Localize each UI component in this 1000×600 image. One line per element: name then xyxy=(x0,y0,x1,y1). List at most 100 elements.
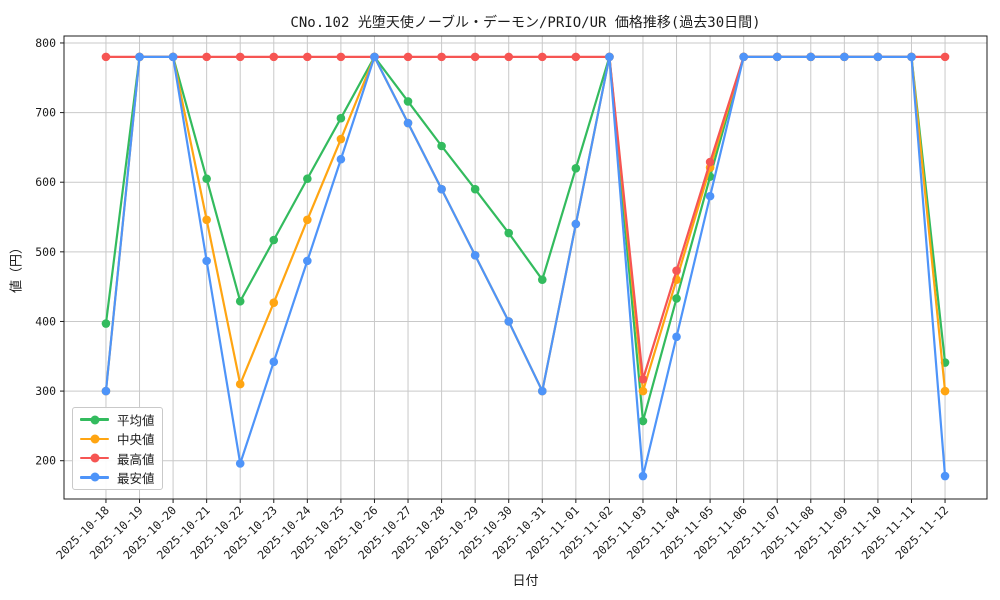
data-point xyxy=(537,275,547,284)
legend-marker-icon xyxy=(80,433,109,444)
data-point xyxy=(101,319,111,328)
data-point xyxy=(806,52,816,62)
legend-item-lowest: 最安値 xyxy=(73,468,162,487)
y-tick-label: 700 xyxy=(35,106,56,120)
data-point xyxy=(672,332,681,342)
data-point xyxy=(571,52,581,62)
data-point xyxy=(940,386,950,396)
data-point xyxy=(370,52,379,62)
series-lowest-line xyxy=(104,55,947,478)
legend: 平均値中央値最高値最安値 xyxy=(72,407,163,490)
series-median xyxy=(101,52,950,396)
legend-label: 最安値 xyxy=(117,470,155,486)
data-point xyxy=(605,52,614,62)
y-tick-label: 200 xyxy=(35,454,56,468)
legend-item-average: 平均値 xyxy=(73,410,162,429)
data-point xyxy=(336,52,346,62)
legend-marker-icon xyxy=(80,453,109,464)
series-median-line xyxy=(104,55,947,393)
data-point xyxy=(504,317,514,326)
data-point xyxy=(168,52,178,62)
data-point xyxy=(437,184,446,194)
data-point xyxy=(705,157,715,167)
chart-title: CNo.102 光堕天使ノーブル・デーモン/PRIO/UR 価格推移(過去30日… xyxy=(290,15,761,31)
y-gridlines xyxy=(64,42,987,462)
data-point xyxy=(235,459,245,468)
y-tick-label: 600 xyxy=(35,175,56,189)
legend-marker-icon xyxy=(80,414,109,425)
data-point xyxy=(470,52,480,62)
data-point xyxy=(571,219,581,229)
y-ticks xyxy=(60,42,64,462)
data-point xyxy=(638,374,648,384)
data-point xyxy=(907,52,916,62)
data-point xyxy=(235,296,245,306)
x-ticks xyxy=(105,499,946,503)
data-point xyxy=(336,154,346,164)
data-point xyxy=(504,228,514,238)
x-axis-title: 日付 xyxy=(512,574,539,589)
data-point xyxy=(772,52,782,62)
y-tick-labels: 200 300 400 500 600 700 800 xyxy=(35,36,56,468)
data-point xyxy=(437,52,446,62)
y-axis-title: 値（円） xyxy=(9,240,25,294)
series-average xyxy=(101,52,950,426)
data-point xyxy=(739,52,748,62)
series-highest xyxy=(101,52,950,384)
y-tick-label: 800 xyxy=(35,36,56,50)
data-point xyxy=(638,471,648,481)
data-point xyxy=(269,235,279,245)
x-tick-labels: 2025-10-182025-10-192025-10-202025-10-21… xyxy=(53,503,951,562)
data-point xyxy=(705,191,715,201)
data-point xyxy=(940,52,950,62)
data-point xyxy=(403,118,413,128)
data-point xyxy=(672,266,681,275)
data-point xyxy=(537,52,547,62)
data-point xyxy=(873,52,883,62)
data-point xyxy=(202,256,211,266)
data-point xyxy=(235,52,245,62)
data-point xyxy=(269,52,279,62)
y-tick-label: 500 xyxy=(35,245,56,259)
data-point xyxy=(202,174,211,184)
data-point xyxy=(336,113,346,123)
data-point xyxy=(269,357,279,367)
data-point xyxy=(135,52,144,62)
data-point xyxy=(840,52,849,62)
data-point xyxy=(303,52,312,62)
data-point xyxy=(269,298,279,307)
legend-marker-icon xyxy=(80,472,109,483)
data-point xyxy=(101,52,111,62)
series-highest-line xyxy=(105,55,946,381)
data-point xyxy=(303,215,312,225)
data-point xyxy=(403,52,413,62)
data-point xyxy=(303,174,312,184)
data-point xyxy=(403,97,413,106)
y-tick-label: 400 xyxy=(35,314,56,328)
data-point xyxy=(672,294,681,303)
data-point xyxy=(235,379,245,389)
data-point xyxy=(202,215,211,225)
data-point xyxy=(470,251,480,260)
plot-border xyxy=(63,35,988,500)
series-lowest xyxy=(101,52,950,481)
legend-item-median: 中央値 xyxy=(73,429,162,448)
data-point xyxy=(336,134,346,144)
legend-item-highest: 最高値 xyxy=(73,449,162,468)
legend-label: 最高値 xyxy=(117,451,155,467)
data-point xyxy=(437,141,446,151)
y-tick-label: 300 xyxy=(35,384,56,398)
data-point xyxy=(101,386,111,396)
data-point xyxy=(470,184,480,194)
data-point xyxy=(638,416,648,426)
data-point xyxy=(571,163,581,173)
data-point xyxy=(303,256,312,266)
legend-label: 中央値 xyxy=(117,432,155,448)
series-average-line xyxy=(104,55,947,423)
data-point xyxy=(504,52,514,62)
data-point xyxy=(638,386,648,396)
data-point xyxy=(537,386,547,396)
legend-label: 平均値 xyxy=(117,413,155,429)
